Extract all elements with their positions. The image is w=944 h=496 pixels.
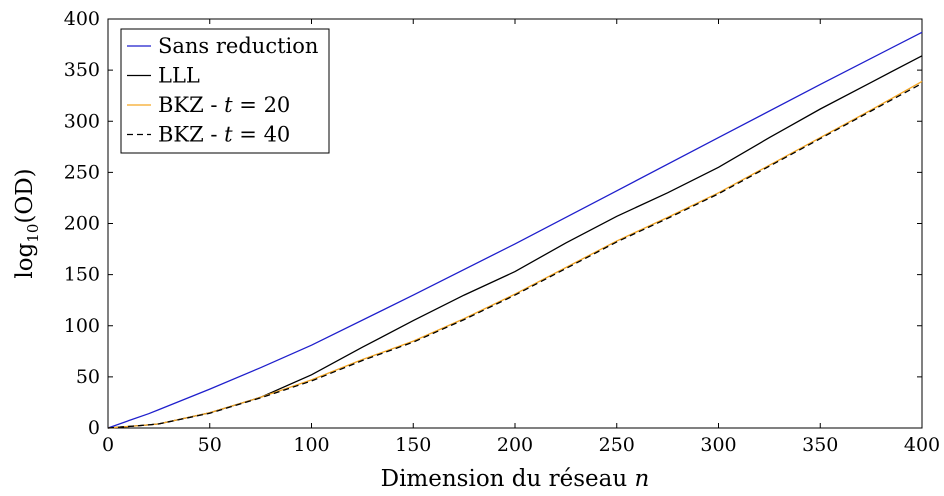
x-axis-label-main: Dimension du réseau bbox=[381, 466, 635, 492]
x-axis-label: Dimension du réseau n bbox=[381, 466, 650, 492]
series-line-4 bbox=[107, 82, 923, 429]
legend-label-4: BKZ - t = 40 bbox=[158, 123, 290, 147]
x-tick-label: 50 bbox=[198, 434, 222, 456]
legend-label-2: LLL bbox=[158, 64, 200, 88]
y-axis-label: log10(OD) bbox=[12, 168, 42, 278]
y-tick-label: 400 bbox=[64, 8, 100, 30]
y-tick-label: 0 bbox=[88, 417, 100, 439]
x-axis-label-var: n bbox=[635, 466, 650, 492]
x-tick-label: 200 bbox=[497, 434, 533, 456]
axis-tick-labels: 0 50 100 150 200 250 300 350 400 0 50 100 150 200 250 3… bbox=[64, 8, 940, 456]
y-tick-label: 300 bbox=[64, 110, 100, 132]
x-tick-label: 0 bbox=[102, 434, 114, 456]
y-tick-label: 150 bbox=[64, 264, 100, 286]
x-tick-label: 150 bbox=[395, 434, 431, 456]
y-tick-label: 350 bbox=[64, 59, 100, 81]
x-tick-label: 100 bbox=[293, 434, 329, 456]
legend-label-3: BKZ - t = 20 bbox=[158, 93, 290, 117]
x-tick-label: 250 bbox=[599, 434, 635, 456]
y-tick-label: 200 bbox=[64, 213, 100, 235]
y-axis-label-log: log bbox=[12, 242, 38, 278]
legend: Sans reduction LLL BKZ - t = 20 BKZ - t = 4… bbox=[120, 28, 330, 154]
y-axis-label-od: (OD) bbox=[12, 168, 38, 223]
y-tick-label: 250 bbox=[64, 161, 100, 183]
x-tick-label: 400 bbox=[904, 434, 940, 456]
y-axis-label-sub: 10 bbox=[24, 224, 42, 243]
x-tick-label: 350 bbox=[802, 434, 838, 456]
legend-box bbox=[120, 28, 330, 154]
x-tick-label: 300 bbox=[700, 434, 736, 456]
y-tick-label: 50 bbox=[76, 366, 100, 388]
series-lines bbox=[107, 31, 923, 429]
axis-ticks bbox=[107, 18, 923, 429]
legend-label-1: Sans reduction bbox=[158, 34, 318, 58]
series-line-1 bbox=[107, 31, 923, 429]
y-tick-label: 100 bbox=[64, 315, 100, 337]
